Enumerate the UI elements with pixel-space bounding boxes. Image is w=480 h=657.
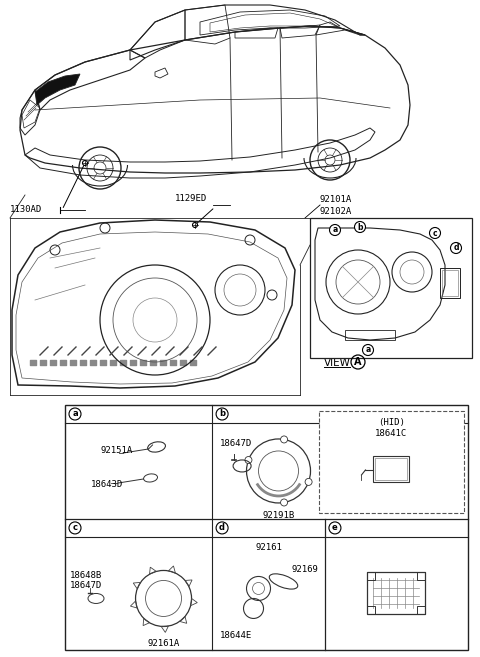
Text: 18641C: 18641C — [375, 429, 408, 438]
Text: b: b — [219, 409, 225, 419]
Circle shape — [192, 223, 197, 227]
Text: VIEW: VIEW — [324, 358, 351, 368]
Text: 18648B: 18648B — [70, 571, 102, 580]
Circle shape — [83, 160, 87, 166]
Bar — [440, 268, 460, 298]
Text: 18647D: 18647D — [220, 440, 252, 449]
Text: (HID): (HID) — [378, 418, 405, 427]
Text: 92151A: 92151A — [100, 447, 133, 455]
Circle shape — [216, 408, 228, 420]
Polygon shape — [35, 74, 80, 105]
Text: 1130AD: 1130AD — [10, 206, 42, 214]
Bar — [319, 411, 464, 513]
Bar — [368, 572, 425, 614]
Text: 92190C: 92190C — [347, 524, 379, 532]
Bar — [375, 458, 408, 480]
Text: a: a — [365, 346, 371, 355]
Bar — [418, 606, 425, 614]
Bar — [65, 405, 468, 650]
Circle shape — [216, 522, 228, 534]
Circle shape — [430, 227, 441, 238]
Text: e: e — [332, 524, 338, 532]
Text: 92161A: 92161A — [147, 639, 180, 648]
Circle shape — [69, 522, 81, 534]
Text: 18644E: 18644E — [220, 631, 252, 640]
Text: 92191B: 92191B — [263, 511, 295, 520]
Bar — [345, 330, 395, 340]
Text: 92161: 92161 — [255, 543, 282, 552]
Text: c: c — [432, 229, 437, 237]
Bar — [368, 606, 375, 614]
Bar — [373, 456, 409, 482]
Text: 92169: 92169 — [291, 565, 318, 574]
Circle shape — [281, 436, 288, 443]
Circle shape — [329, 225, 340, 235]
Circle shape — [329, 522, 341, 534]
Circle shape — [355, 221, 365, 233]
Text: 1129ED: 1129ED — [175, 194, 207, 203]
Circle shape — [451, 242, 461, 254]
Circle shape — [305, 478, 312, 486]
Text: a: a — [72, 409, 78, 419]
Circle shape — [281, 499, 288, 506]
Text: a: a — [332, 225, 337, 235]
Bar — [368, 572, 375, 581]
Circle shape — [245, 457, 252, 464]
Bar — [418, 572, 425, 581]
Text: d: d — [219, 524, 225, 532]
Text: A: A — [354, 357, 362, 367]
Bar — [310, 218, 472, 358]
Text: 18647D: 18647D — [70, 581, 102, 590]
Text: d: d — [453, 244, 459, 252]
Text: 18643D: 18643D — [91, 480, 123, 489]
Bar — [442, 270, 458, 296]
Text: 92101A
92102A: 92101A 92102A — [320, 195, 352, 217]
Circle shape — [362, 344, 373, 355]
Text: b: b — [357, 223, 363, 231]
Circle shape — [69, 408, 81, 420]
Text: c: c — [72, 524, 77, 532]
